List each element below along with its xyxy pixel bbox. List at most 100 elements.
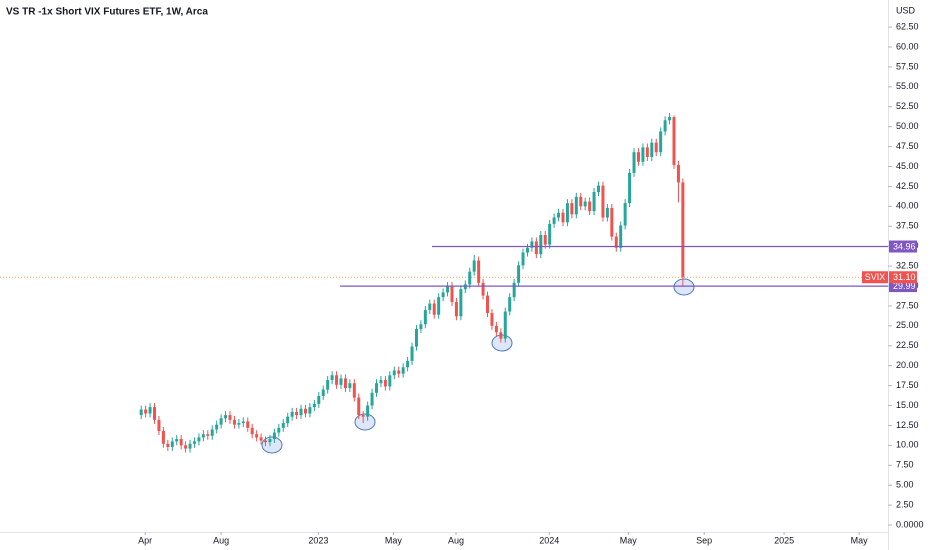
- candle-body: [330, 375, 334, 381]
- candle-body: [224, 415, 228, 419]
- x-tick-label: Apr: [138, 535, 152, 545]
- candle-body: [312, 403, 316, 408]
- candle-body: [628, 172, 632, 204]
- candle-body: [641, 147, 645, 162]
- x-tick-label: May: [385, 535, 403, 545]
- candle-body: [188, 443, 192, 449]
- candle-body: [255, 434, 259, 438]
- candle-body: [157, 419, 161, 432]
- candle-body: [597, 185, 601, 193]
- candle-body: [259, 437, 263, 441]
- y-tick-label: 40.00: [896, 201, 919, 211]
- candle-body: [508, 297, 512, 312]
- candle-body: [534, 241, 538, 255]
- candle-body: [414, 329, 418, 347]
- chart-title: VS TR -1x Short VIX Futures ETF, 1W, Arc…: [6, 7, 208, 18]
- candle-body: [250, 427, 254, 435]
- candle-body: [246, 421, 250, 428]
- currency-label: USD: [896, 5, 916, 15]
- highlight-circle: [673, 278, 695, 296]
- candle-body: [601, 185, 605, 218]
- candle-body: [463, 284, 467, 290]
- candle-body: [277, 427, 281, 433]
- candle-body: [632, 152, 636, 173]
- candle-body: [419, 324, 423, 330]
- candle-body: [237, 423, 241, 425]
- candle-body: [468, 271, 472, 285]
- candle-body: [432, 303, 436, 315]
- candle-body: [210, 429, 214, 436]
- candle-body: [459, 289, 463, 317]
- candle-body: [166, 443, 170, 447]
- candle-body: [561, 212, 565, 223]
- x-tick-label: 2023: [308, 535, 328, 545]
- last-price-name: SVIX: [865, 272, 886, 282]
- candle-body: [588, 201, 592, 212]
- candle-body: [437, 297, 441, 315]
- candle-body: [228, 415, 232, 420]
- candle-body: [303, 408, 307, 414]
- y-tick-label: 42.50: [896, 181, 919, 191]
- candle-body: [676, 164, 680, 183]
- candle-body: [494, 325, 498, 333]
- candle-body: [326, 380, 330, 390]
- candle-body: [654, 142, 658, 153]
- candle-body: [201, 434, 205, 438]
- candle-body: [361, 415, 365, 417]
- candle-body: [184, 445, 188, 449]
- candle-body: [348, 383, 352, 389]
- candle-body: [645, 147, 649, 157]
- annotations: [261, 278, 695, 454]
- candle-body: [357, 397, 361, 416]
- candle-body: [428, 303, 432, 310]
- y-tick-label: 15.00: [896, 400, 919, 410]
- candle-body: [650, 142, 654, 157]
- candle-body: [321, 389, 325, 396]
- candle-body: [450, 286, 454, 302]
- candle-body: [681, 182, 685, 278]
- candle-body: [219, 418, 223, 425]
- candle-body: [570, 203, 574, 215]
- candle-body: [592, 192, 596, 212]
- y-tick-label: 37.50: [896, 221, 919, 231]
- candle-body: [477, 260, 481, 283]
- candle-body: [192, 441, 196, 444]
- candle-body: [339, 378, 343, 385]
- level-label-bg: [889, 240, 917, 253]
- y-tick-label: 0.0000: [896, 519, 924, 529]
- candle-body: [241, 421, 245, 424]
- candle-body: [264, 440, 268, 443]
- candle-body: [672, 117, 676, 165]
- x-tick-label: May: [620, 535, 638, 545]
- candle-body: [410, 346, 414, 361]
- candle-body: [144, 409, 148, 414]
- x-tick-label: Aug: [448, 535, 464, 545]
- candle-body: [232, 419, 236, 425]
- candle-body: [486, 295, 490, 314]
- x-tick-label: Sep: [696, 535, 712, 545]
- y-tick-label: 17.50: [896, 380, 919, 390]
- candle-body: [530, 241, 534, 248]
- y-tick-label: 12.50: [896, 420, 919, 430]
- y-tick-label: 55.00: [896, 81, 919, 91]
- x-tick-label: Aug: [213, 535, 229, 545]
- candle-body: [446, 286, 450, 293]
- last-price-label: 31.10: [893, 272, 916, 282]
- candle-body: [525, 247, 529, 253]
- candle-body: [206, 434, 210, 436]
- candle-body: [343, 378, 347, 389]
- candle-body: [375, 383, 379, 393]
- candle-body: [668, 117, 672, 121]
- x-tick-label: 2024: [539, 535, 559, 545]
- x-tick-label: 2025: [774, 535, 794, 545]
- candle-body: [512, 282, 516, 298]
- y-tick-label: 45.00: [896, 161, 919, 171]
- candle-body: [557, 212, 561, 218]
- candle-body: [215, 424, 219, 430]
- candle-body: [574, 196, 578, 215]
- candle-body: [388, 375, 392, 387]
- candle-body: [175, 438, 179, 442]
- candle-body: [148, 407, 152, 414]
- candle-body: [397, 370, 401, 374]
